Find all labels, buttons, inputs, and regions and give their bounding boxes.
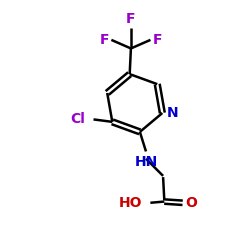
Text: F: F [100,33,110,47]
Text: F: F [152,33,162,47]
Text: Cl: Cl [70,112,86,126]
Text: N: N [167,106,178,120]
Text: HO: HO [119,196,142,210]
Text: O: O [185,196,197,210]
Text: HN: HN [134,155,158,169]
Text: F: F [126,12,136,26]
